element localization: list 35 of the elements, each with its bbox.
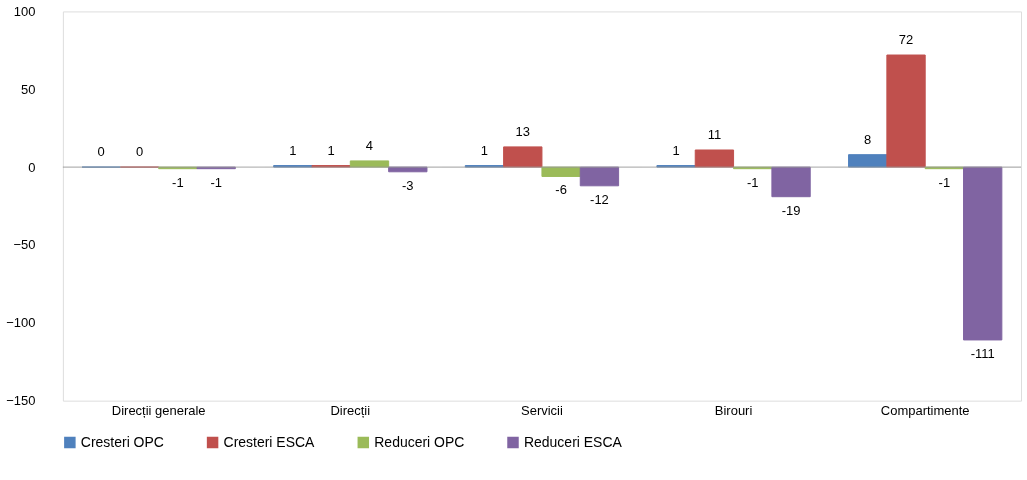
data-label: -3 [402,177,414,193]
y-tick-label: −150 [6,393,36,409]
data-label: 0 [135,144,144,160]
data-label: 4 [365,137,374,153]
data-label: -1 [210,174,222,190]
data-label: -1 [746,174,759,190]
data-label: -1 [172,174,184,190]
data-label: 8 [864,131,872,147]
x-tick-label: Birouri [714,403,753,419]
data-label: 72 [898,32,914,48]
y-tick-label: 50 [20,81,36,97]
data-label: -111 [970,345,995,361]
x-tick-label: Servicii [521,403,563,419]
y-tick-label: −50 [13,237,36,253]
y-tick-label: 0 [28,159,36,175]
data-label: -12 [590,191,609,207]
y-tick-label: 100 [13,3,36,19]
data-label: 0 [97,144,105,160]
legend-label: Cresteri ESCA [223,433,316,450]
data-label: -6 [555,182,567,198]
data-label: 1 [672,142,680,158]
x-tick-label: Direcții [330,403,371,419]
x-tick-label: Compartimente [880,403,970,419]
data-label: -19 [781,202,801,218]
x-tick-label: Direcții generale [111,403,206,419]
legend-label: Reduceri ESCA [523,433,623,450]
data-label: 11 [707,127,722,143]
data-label: 1 [289,142,297,158]
legend-label: Cresteri OPC [80,433,164,450]
y-tick-label: −100 [6,315,36,331]
data-label: 13 [515,123,530,139]
legend-label: Reduceri OPC [374,433,465,450]
data-label: -1 [938,174,951,190]
data-label: 1 [480,142,489,158]
data-label: 1 [327,142,335,158]
